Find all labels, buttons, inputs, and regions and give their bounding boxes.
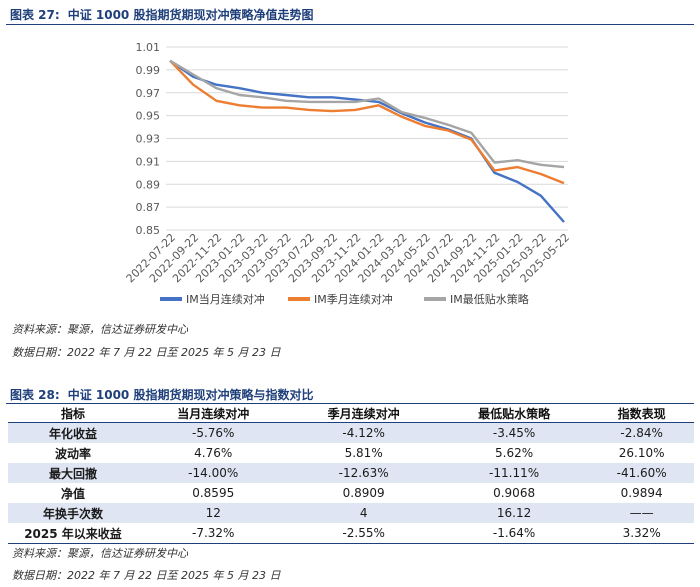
table-row: 2025 年以来收益 -7.32% -2.55% -1.64% 3.32% <box>8 523 694 544</box>
row-label: 波动率 <box>54 446 91 461</box>
table-cell: -4.12% <box>288 422 439 443</box>
figure-1-date-range: 数据日期：2022 年 7 月 22 日至 2025 年 5 月 23 日 <box>12 346 281 359</box>
table-cell: -2.55% <box>288 523 439 544</box>
y-tick-label: 0.87 <box>136 201 161 214</box>
y-tick-label: 1.01 <box>136 41 161 54</box>
table-cell: 0.8909 <box>342 486 385 500</box>
row-label: 最大回撤 <box>8 463 138 483</box>
row-label: 2025 年以来收益 <box>8 523 138 544</box>
header-monthly-hedge: 当月连续对冲 <box>138 404 289 423</box>
table-cell: 0.8595 <box>192 486 235 500</box>
x-axis-ticks: 2022-07-222022-09-222022-11-222023-01-22… <box>124 231 572 285</box>
table-row: 年换手次数 12 4 16.12 —— <box>8 503 694 523</box>
figure-2-label: 图表 28: <box>10 388 60 402</box>
header-quarterly-hedge: 季月连续对冲 <box>288 404 439 423</box>
table-cell: 4 <box>288 503 439 523</box>
figure-2-rule <box>6 403 694 404</box>
y-tick-label: 0.93 <box>136 133 161 146</box>
series-line-1 <box>169 59 565 185</box>
y-tick-label: 0.89 <box>136 178 161 191</box>
table-cell: -2.84% <box>589 422 694 443</box>
table-cell: 5.62% <box>495 446 534 460</box>
table-cell: -7.32% <box>138 523 289 544</box>
y-tick-label: 0.85 <box>136 224 161 237</box>
series-line-0 <box>169 59 565 223</box>
chart-gridlines <box>166 46 568 231</box>
figure-1-label: 图表 27: <box>10 8 60 22</box>
table-row: 波动率 4.76% 5.81% 5.62% 26.10% <box>8 443 694 463</box>
table-row: 净值 0.8595 0.8909 0.9068 0.9894 <box>8 483 694 503</box>
table-cell: -1.64% <box>438 523 590 544</box>
row-label: 年换手次数 <box>8 503 138 523</box>
table-cell: -41.60% <box>589 463 694 483</box>
figure-2-title-text: 中证 1000 股指期货期现对冲策略与指数对比 <box>67 388 314 402</box>
figure-1-title-text: 中证 1000 股指期货期现对冲策略净值走势图 <box>67 8 314 22</box>
legend-label: IM季月连续对冲 <box>314 292 393 306</box>
table-row: 年化收益 -5.76% -4.12% -3.45% -2.84% <box>8 422 694 443</box>
table-row: 最大回撤 -14.00% -12.63% -11.11% -41.60% <box>8 463 694 483</box>
table-cell: -3.45% <box>438 422 590 443</box>
legend-label: IM当月连续对冲 <box>186 292 265 306</box>
chart-legend: IM当月连续对冲 IM季月连续对冲 IM最低贴水策略 <box>160 292 529 306</box>
table-cell: -5.76% <box>138 422 289 443</box>
table-cell: 4.76% <box>194 446 233 460</box>
figure-1-source: 资料来源：聚源，信达证券研发中心 <box>12 323 188 336</box>
table-cell: -12.63% <box>288 463 439 483</box>
table-cell: 12 <box>138 503 289 523</box>
y-tick-label: 0.95 <box>136 110 161 123</box>
y-axis-ticks: 1.01 0.99 0.97 0.95 0.93 0.91 0.89 0.87 0.85 <box>136 41 161 237</box>
table-cell: 0.9068 <box>493 486 536 500</box>
table-header-row: 指标 当月连续对冲 季月连续对冲 最低贴水策略 指数表现 <box>8 404 694 423</box>
figure-1-title: 图表 27: 中证 1000 股指期货期现对冲策略净值走势图 <box>10 6 321 23</box>
figure-1-rule <box>6 24 694 25</box>
table-cell: -11.11% <box>438 463 590 483</box>
header-metric: 指标 <box>8 404 138 423</box>
table-cell: 16.12 <box>438 503 590 523</box>
legend-label: IM最低贴水策略 <box>450 292 529 306</box>
table-cell: 0.9894 <box>620 486 663 500</box>
table-cell: —— <box>589 503 694 523</box>
net-value-line-chart: 1.01 0.99 0.97 0.95 0.93 0.91 0.89 0.87 0.85 202… <box>124 41 572 306</box>
figure-2-title: 图表 28: 中证 1000 股指期货期现对冲策略与指数对比 <box>10 386 321 403</box>
table-cell: 5.81% <box>344 446 383 460</box>
y-tick-label: 0.97 <box>136 87 161 100</box>
header-min-discount: 最低贴水策略 <box>438 404 590 423</box>
y-tick-label: 0.91 <box>136 155 161 168</box>
figure-2-date-range: 数据日期：2022 年 7 月 22 日至 2025 年 5 月 23 日 <box>12 569 281 582</box>
series-line-2 <box>169 59 565 169</box>
table-cell: -14.00% <box>138 463 289 483</box>
row-label: 净值 <box>60 486 85 501</box>
y-tick-label: 0.99 <box>136 64 161 77</box>
row-label: 年化收益 <box>8 422 138 443</box>
comparison-table: 指标 当月连续对冲 季月连续对冲 最低贴水策略 指数表现 年化收益 -5.76%… <box>8 404 694 544</box>
header-index: 指数表现 <box>589 404 694 423</box>
chart-series-lines <box>169 59 565 223</box>
figure-2-source: 资料来源：聚源，信达证券研发中心 <box>12 547 188 560</box>
table-cell: 3.32% <box>589 523 694 544</box>
table-cell: 26.10% <box>618 446 665 460</box>
